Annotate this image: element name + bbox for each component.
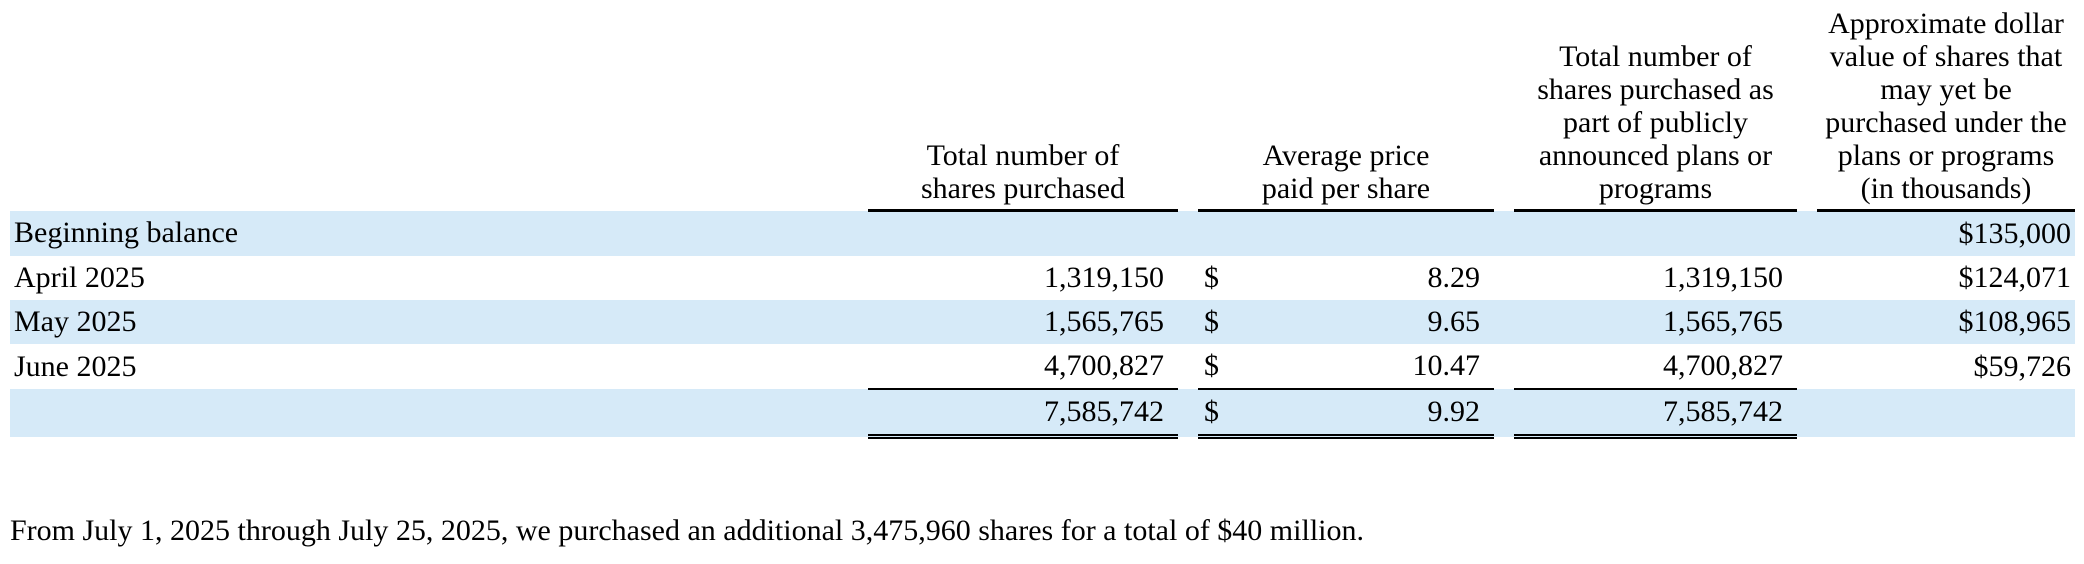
cell-shares — [868, 210, 1178, 256]
cell-plan-shares — [1514, 210, 1797, 256]
cell-currency — [1198, 210, 1248, 256]
cell-currency: $ — [1198, 300, 1248, 344]
cell-currency: $ — [1204, 261, 1219, 294]
row-label: Beginning balance — [10, 210, 868, 256]
cell-price — [1248, 210, 1494, 256]
header-row: Total number of shares purchased Average… — [10, 7, 2075, 212]
cell-remaining: $124,071 — [1958, 261, 2072, 294]
gap-cell — [1797, 300, 1817, 344]
table-row-beginning-balance: Beginning balance $135,000 — [10, 210, 2075, 256]
header-shares-purchased: Total number of shares purchased — [868, 7, 1178, 212]
header-remaining-value-text: Approximate dollar value of shares that … — [1825, 7, 2067, 205]
gap-cell — [1797, 256, 1817, 300]
gap-cell — [1178, 344, 1198, 389]
gap-cell — [1494, 344, 1514, 389]
header-gap-1 — [1178, 7, 1198, 211]
table-row-may: May 2025 1,565,765 $ 9.65 1,565,765 $108… — [10, 300, 2075, 344]
cell-remaining: $108,965 — [1817, 300, 2075, 344]
gap-cell — [1797, 210, 1817, 256]
cell-price: 8.29 — [1427, 261, 1481, 294]
gap-cell — [1797, 389, 1817, 437]
cell-remaining: $59,726 — [1973, 349, 2072, 383]
repurchase-table-container: Total number of shares purchased Average… — [10, 7, 2075, 439]
header-plan-shares-text: Total number of shares purchased as part… — [1537, 40, 1774, 205]
cell-shares: 4,700,827 — [1044, 349, 1164, 382]
cell-currency-total: $ — [1198, 388, 1248, 439]
cell-price: 10.47 — [1412, 349, 1481, 382]
cell-plan-shares: 4,700,827 — [1663, 349, 1783, 382]
row-label: June 2025 — [14, 349, 137, 383]
table-row-april: April 2025 1,319,150 $ 8.29 1,319,150 $1… — [10, 256, 2075, 300]
row-label: May 2025 — [10, 300, 868, 344]
header-remaining-value: Approximate dollar value of shares that … — [1817, 7, 2075, 212]
cell-plan-shares-total: 7,585,742 — [1514, 388, 1797, 439]
header-average-price-text: Average price paid per share — [1261, 139, 1431, 205]
gap-cell — [1494, 300, 1514, 344]
header-gap-3 — [1797, 7, 1817, 211]
cell-shares: 1,319,150 — [1044, 261, 1164, 294]
header-gap-2 — [1494, 7, 1514, 211]
header-average-price: Average price paid per share — [1198, 7, 1494, 212]
gap-cell — [1178, 210, 1198, 256]
gap-cell — [1494, 389, 1514, 437]
cell-plan-shares: 1,565,765 — [1514, 300, 1797, 344]
gap-cell — [1494, 210, 1514, 256]
gap-cell — [1797, 344, 1817, 389]
cell-plan-shares: 1,319,150 — [1663, 261, 1783, 294]
cell-price-total: 9.92 — [1248, 388, 1494, 439]
table-row-total: 7,585,742 $ 9.92 7,585,742 — [10, 388, 2075, 439]
footnote-paragraph: From July 1, 2025 through July 25, 2025,… — [10, 514, 1364, 547]
header-shares-purchased-text: Total number of shares purchased — [920, 139, 1126, 205]
cell-remaining: $135,000 — [1817, 210, 2075, 256]
cell-currency: $ — [1204, 349, 1219, 382]
row-label: April 2025 — [14, 261, 145, 294]
header-label-spacer — [10, 7, 868, 211]
gap-cell — [1494, 256, 1514, 300]
cell-shares: 1,565,765 — [868, 300, 1178, 344]
share-repurchase-table: Total number of shares purchased Average… — [10, 7, 2075, 439]
row-label — [10, 389, 868, 437]
table-row-june: June 2025 4,700,827 $ 10.47 4,700,827 $5… — [10, 344, 2075, 389]
gap-cell — [1178, 300, 1198, 344]
gap-cell — [1178, 389, 1198, 437]
cell-remaining-total — [1817, 389, 2075, 437]
gap-cell — [1178, 256, 1198, 300]
header-plan-shares: Total number of shares purchased as part… — [1514, 7, 1797, 212]
cell-shares-total: 7,585,742 — [868, 388, 1178, 439]
cell-price: 9.65 — [1248, 300, 1494, 344]
